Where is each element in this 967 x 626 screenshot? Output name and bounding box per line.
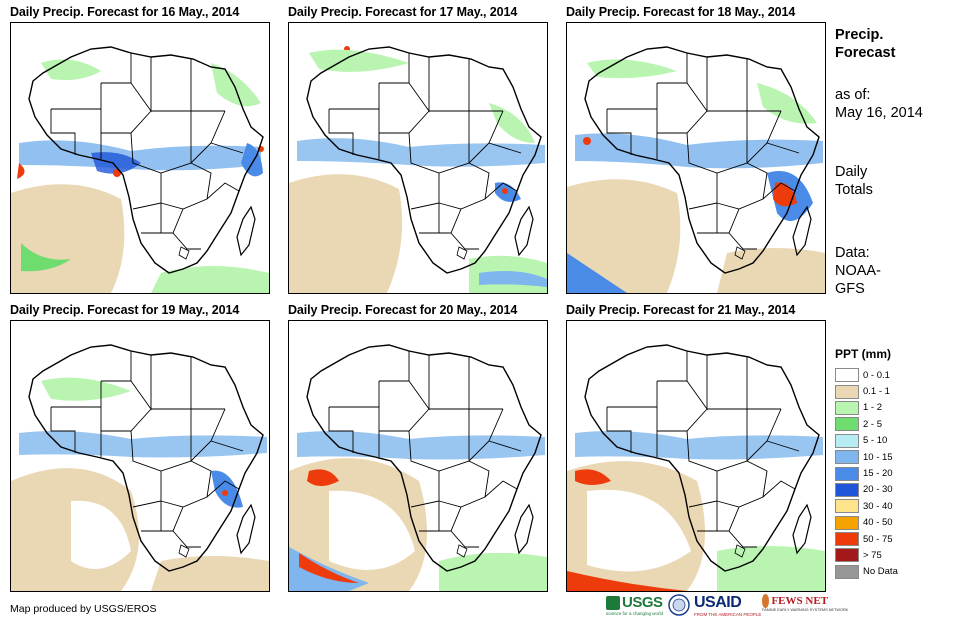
doi-seal-icon bbox=[668, 594, 690, 624]
forecast-panel-16-may: Daily Precip. Forecast for 16 May., 2014 bbox=[10, 5, 270, 295]
legend-label: No Data bbox=[863, 566, 898, 578]
legend-swatch bbox=[835, 368, 859, 383]
heading-line-2: Forecast bbox=[835, 45, 896, 61]
legend-item: > 75 bbox=[835, 547, 945, 563]
totals-line-1: Daily bbox=[835, 164, 868, 180]
sidebar-heading: Precip. Forecast bbox=[835, 26, 895, 62]
data-line-1: Data: bbox=[835, 245, 870, 261]
legend-label: 30 - 40 bbox=[863, 500, 893, 512]
legend-label: 0 - 0.1 bbox=[863, 369, 890, 381]
precip-map bbox=[10, 320, 270, 592]
usgs-wordmark: USGS bbox=[622, 594, 663, 611]
fewsnet-globe-icon bbox=[762, 594, 770, 608]
legend-item: 0.1 - 1 bbox=[835, 383, 945, 399]
legend-swatch bbox=[835, 400, 859, 415]
legend-item: 40 - 50 bbox=[835, 515, 945, 531]
legend-swatch bbox=[835, 417, 859, 432]
legend-item: 10 - 15 bbox=[835, 449, 945, 465]
data-line-3: GFS bbox=[835, 281, 865, 297]
legend-label: 20 - 30 bbox=[863, 484, 893, 496]
credit-text: Map produced by USGS/EROS bbox=[10, 603, 157, 615]
legend-item: 0 - 0.1 bbox=[835, 367, 945, 383]
usgs-logo: USGS science for a changing world bbox=[606, 594, 664, 624]
legend-item: 30 - 40 bbox=[835, 498, 945, 514]
forecast-panel-18-may: Daily Precip. Forecast for 18 May., 2014 bbox=[566, 5, 826, 295]
forecast-panel-21-may: Daily Precip. Forecast for 21 May., 2014 bbox=[566, 303, 826, 593]
panel-title: Daily Precip. Forecast for 16 May., 2014 bbox=[10, 5, 240, 19]
legend-item: 2 - 5 bbox=[835, 416, 945, 432]
precip-map bbox=[10, 22, 270, 294]
totals-line-2: Totals bbox=[835, 182, 873, 198]
usgs-tagline: science for a changing world bbox=[606, 611, 664, 616]
asof-block: as of: May 16, 2014 bbox=[835, 86, 923, 122]
forecast-panel-19-may: Daily Precip. Forecast for 19 May., 2014 bbox=[10, 303, 270, 593]
legend-item: 50 - 75 bbox=[835, 531, 945, 547]
panel-title: Daily Precip. Forecast for 18 May., 2014 bbox=[566, 5, 796, 19]
legend-label: 10 - 15 bbox=[863, 451, 893, 463]
legend-swatch bbox=[835, 499, 859, 514]
heading-line-1: Precip. bbox=[835, 27, 884, 43]
legend-label: > 75 bbox=[863, 549, 882, 561]
usaid-tagline: FROM THE AMERICAN PEOPLE bbox=[694, 612, 762, 617]
fewsnet-logo: FEWS NET FAMINE EARLY WARNING SYSTEMS NE… bbox=[762, 594, 849, 624]
panel-title: Daily Precip. Forecast for 21 May., 2014 bbox=[566, 303, 796, 317]
forecast-panel-20-may: Daily Precip. Forecast for 20 May., 2014 bbox=[288, 303, 548, 593]
legend-item: No Data bbox=[835, 564, 945, 580]
asof-date: May 16, 2014 bbox=[835, 105, 923, 121]
legend: 0 - 0.1 0.1 - 1 1 - 2 2 - 5 5 - 10 10 - 15 15 … bbox=[835, 367, 945, 580]
legend-label: 15 - 20 bbox=[863, 468, 893, 480]
legend-swatch bbox=[835, 433, 859, 448]
precip-map bbox=[288, 320, 548, 592]
legend-swatch bbox=[835, 515, 859, 530]
agency-logos: USGS science for a changing world USAID … bbox=[606, 594, 849, 624]
legend-label: 5 - 10 bbox=[863, 435, 888, 447]
legend-item: 1 - 2 bbox=[835, 400, 945, 416]
legend-swatch bbox=[835, 466, 859, 481]
legend-swatch bbox=[835, 564, 859, 579]
precip-map bbox=[566, 320, 826, 592]
legend-label: 40 - 50 bbox=[863, 517, 893, 529]
totals-block: Daily Totals bbox=[835, 163, 873, 199]
legend-swatch bbox=[835, 548, 859, 563]
panel-title: Daily Precip. Forecast for 20 May., 2014 bbox=[288, 303, 518, 317]
legend-swatch bbox=[835, 450, 859, 465]
asof-label: as of: bbox=[835, 87, 871, 103]
usaid-logo: USAID FROM THE AMERICAN PEOPLE bbox=[694, 594, 762, 624]
legend-item: 20 - 30 bbox=[835, 482, 945, 498]
legend-item: 15 - 20 bbox=[835, 465, 945, 481]
usaid-wordmark: USAID bbox=[694, 594, 742, 611]
legend-item: 5 - 10 bbox=[835, 433, 945, 449]
legend-label: 50 - 75 bbox=[863, 533, 893, 545]
precip-map bbox=[288, 22, 548, 294]
legend-label: 0.1 - 1 bbox=[863, 386, 890, 398]
usgs-wave-icon bbox=[606, 595, 620, 610]
legend-label: 2 - 5 bbox=[863, 418, 883, 430]
legend-swatch bbox=[835, 532, 859, 547]
legend-label: 1 - 2 bbox=[863, 402, 883, 414]
precip-map bbox=[566, 22, 826, 294]
fewsnet-tagline: FAMINE EARLY WARNING SYSTEMS NETWORK bbox=[762, 608, 849, 612]
data-line-2: NOAA- bbox=[835, 263, 881, 279]
legend-swatch bbox=[835, 482, 859, 497]
panel-title: Daily Precip. Forecast for 17 May., 2014 bbox=[288, 5, 518, 19]
panel-title: Daily Precip. Forecast for 19 May., 2014 bbox=[10, 303, 240, 317]
legend-swatch bbox=[835, 384, 859, 399]
data-source-block: Data: NOAA- GFS bbox=[835, 244, 881, 298]
forecast-panel-17-may: Daily Precip. Forecast for 17 May., 2014 bbox=[288, 5, 548, 295]
fewsnet-wordmark: FEWS NET bbox=[771, 595, 828, 607]
legend-title: PPT (mm) bbox=[835, 347, 892, 361]
